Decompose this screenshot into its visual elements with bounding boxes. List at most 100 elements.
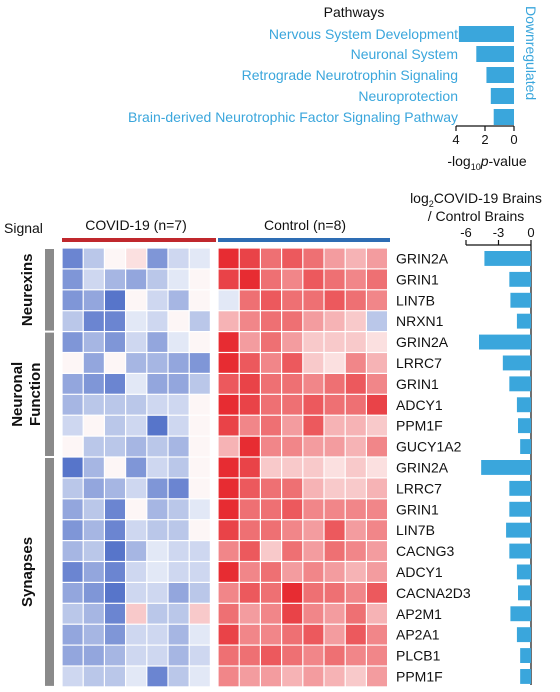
- heatmap-cell: [345, 666, 366, 687]
- covid-group-label: COVID-19 (n=7): [85, 217, 187, 233]
- heatmap-cell: [345, 248, 366, 269]
- heatmap-cell: [105, 269, 125, 290]
- heatmap-cell: [282, 457, 303, 478]
- heatmap-cell: [239, 457, 260, 478]
- heatmap-cell: [83, 562, 104, 582]
- heatmap-cell: [239, 499, 260, 520]
- heatmap-cell: [83, 290, 104, 311]
- heatmap-cell: [189, 394, 210, 415]
- heatmap-cell: [345, 603, 366, 624]
- heatmap-cell: [147, 541, 168, 561]
- heatmap-cell: [62, 332, 83, 352]
- heatmap-cell: [168, 374, 189, 394]
- heatmap-cell: [367, 583, 387, 603]
- heatmap-cell: [218, 415, 239, 436]
- fold-change-bar: [516, 397, 531, 413]
- heatmap-cell: [189, 290, 210, 311]
- heatmap-cell: [324, 290, 345, 311]
- heatmap-cell: [168, 436, 189, 457]
- heatmap-cell: [126, 436, 147, 457]
- fold-change-bar: [520, 648, 531, 663]
- heatmap-cell: [83, 645, 104, 666]
- heatmap-cell: [218, 311, 239, 331]
- fold-change-bar: [509, 501, 531, 517]
- pathway-label: Neuronal System: [351, 46, 458, 62]
- gene-label: GUCY1A2: [396, 439, 462, 455]
- heatmap-cell: [105, 666, 125, 687]
- heatmap-cell: [126, 520, 147, 540]
- heatmap-cell: [105, 541, 125, 561]
- group-label: NeuronalFunction: [9, 362, 44, 427]
- heatmap-cell: [239, 436, 260, 457]
- heatmap-cell: [367, 478, 387, 499]
- heatmap-cell: [105, 478, 125, 499]
- heatmap-cell: [282, 603, 303, 624]
- heatmap-cell: [261, 583, 281, 603]
- fold-change-bar: [506, 522, 531, 538]
- downregulated-label: Downregulated: [523, 6, 539, 100]
- heatmap-cell: [261, 353, 281, 373]
- heatmap-cell: [367, 394, 387, 415]
- heatmap-cell: [83, 624, 104, 645]
- heatmap-cell: [189, 478, 210, 499]
- heatmap-cell: [105, 332, 125, 352]
- heatmap-cell: [147, 353, 168, 373]
- heatmap-cell: [168, 311, 189, 331]
- fold-change-bar: [516, 627, 531, 643]
- heatmap-cell: [168, 499, 189, 520]
- heatmap-cell: [126, 666, 147, 687]
- heatmap-cell: [105, 311, 125, 331]
- heatmap-cell: [189, 583, 210, 603]
- heatmap-cell: [189, 436, 210, 457]
- heatmap-cell: [105, 394, 125, 415]
- heatmap-cell: [367, 603, 387, 624]
- group-bar: [45, 458, 54, 686]
- heatmap-cell: [303, 562, 324, 582]
- heatmap-cell: [345, 332, 366, 352]
- gene-label: AP2M1: [396, 606, 442, 622]
- heatmap-cell: [147, 562, 168, 582]
- gene-label: CACNG3: [396, 543, 455, 559]
- heatmap-cell: [239, 478, 260, 499]
- heatmap-cell: [324, 374, 345, 394]
- heatmap-cell: [261, 269, 281, 290]
- heatmap-cell: [282, 541, 303, 561]
- heatmap-cell: [345, 583, 366, 603]
- fold-change-bar: [518, 418, 531, 434]
- heatmap-cell: [147, 415, 168, 436]
- heatmap-cell: [189, 541, 210, 561]
- fold-change-tick-label: -3: [493, 225, 505, 240]
- fold-change-bar: [516, 313, 531, 329]
- heatmap-cell: [282, 645, 303, 666]
- heatmap-cell: [105, 499, 125, 520]
- heatmap-cell: [126, 290, 147, 311]
- heatmap-cell: [218, 394, 239, 415]
- heatmap-cell: [239, 541, 260, 561]
- heatmap-cell: [345, 353, 366, 373]
- heatmap-cell: [147, 583, 168, 603]
- heatmap-cell: [324, 562, 345, 582]
- fold-change-bar: [502, 355, 531, 371]
- heatmap-cell: [324, 394, 345, 415]
- heatmap-cell: [367, 520, 387, 540]
- heatmap-cell: [261, 248, 281, 269]
- heatmap-cell: [168, 562, 189, 582]
- heatmap-cell: [62, 353, 83, 373]
- heatmap-cell: [345, 562, 366, 582]
- fold-change-bar: [509, 480, 531, 496]
- heatmap-cell: [345, 374, 366, 394]
- heatmap-cell: [83, 394, 104, 415]
- heatmap-cell: [147, 311, 168, 331]
- heatmap-cell: [324, 666, 345, 687]
- heatmap-cell: [239, 290, 260, 311]
- fold-change-tick-label: 0: [527, 225, 534, 240]
- heatmap-cell: [168, 415, 189, 436]
- heatmap-cell: [261, 478, 281, 499]
- group-bar: [45, 332, 54, 456]
- fold-change-bar: [509, 271, 531, 287]
- heatmap-cell: [367, 353, 387, 373]
- heatmap-cell: [126, 457, 147, 478]
- signal-label: Signal: [4, 220, 43, 236]
- heatmap-cell: [345, 311, 366, 331]
- heatmap-cell: [218, 562, 239, 582]
